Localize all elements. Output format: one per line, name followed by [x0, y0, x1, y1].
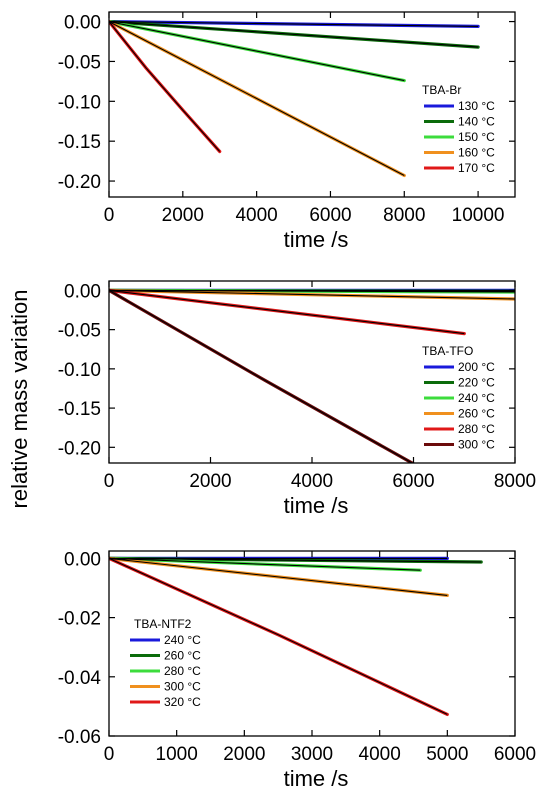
legend-title: TBA-Br: [422, 83, 461, 97]
fit-line-5: [109, 289, 465, 335]
x-tick-label: 1000: [156, 744, 198, 765]
x-tick-label: 4000: [235, 205, 277, 226]
x-tick-label: 3000: [291, 744, 333, 765]
plot-frame: [108, 11, 516, 198]
x-tick-label: 6000: [392, 471, 434, 492]
fit-line-2: [109, 21, 479, 48]
plot-frame: [108, 280, 516, 464]
legend-entry: 300 °C: [164, 680, 201, 694]
x-tick-label: 2000: [189, 471, 231, 492]
y-tick-label: 0.00: [64, 549, 101, 570]
legend-title: TBA-TFO: [422, 344, 473, 358]
x-tick-label: 2000: [223, 744, 265, 765]
x-axis-label: time /s: [284, 493, 349, 518]
y-tick-label: -0.15: [58, 132, 101, 153]
legend-entry: 220 °C: [458, 376, 495, 390]
fit-line-5: [109, 21, 221, 152]
legend-entry: 170 °C: [458, 161, 495, 175]
y-tick-label: -0.02: [58, 609, 101, 630]
legend-entry: 200 °C: [458, 360, 495, 374]
x-axis-label: time /s: [284, 227, 349, 252]
y-tick-label: -0.05: [58, 321, 101, 342]
shared-y-axis-label: relative mass variation: [7, 290, 32, 509]
fit-line-2: [109, 557, 482, 563]
legend-entry: 140 °C: [458, 115, 495, 129]
legend-entry: 320 °C: [164, 695, 201, 709]
fit-line-4: [109, 21, 405, 176]
fit-line-6: [109, 289, 414, 463]
chart-panel-3: 0 1000 2000 3000 4000 5000 6000 0.00 -0.02 -0.04 -…: [58, 549, 536, 791]
x-tick-label: 8000: [494, 471, 536, 492]
x-axis-label: time /s: [284, 766, 349, 791]
chart-panel-1: 0 2000 4000 6000 8000 10000 0.00 -0.05 -0.10 -0.1…: [58, 11, 516, 252]
legend-entry: 160 °C: [458, 146, 495, 160]
x-tick-label: 0: [104, 205, 115, 226]
y-tick-label: -0.20: [58, 438, 101, 459]
legend-entry: 280 °C: [458, 422, 495, 436]
fit-line-4: [109, 557, 448, 596]
y-tick-label: -0.15: [58, 399, 101, 420]
x-tick-label: 0: [104, 471, 115, 492]
legend-entry: 260 °C: [164, 649, 201, 663]
x-tick-label: 2000: [162, 205, 204, 226]
fit-line-5: [109, 557, 448, 715]
x-tick-label: 6000: [309, 205, 351, 226]
x-tick-label: 8000: [383, 205, 425, 226]
y-tick-label: -0.20: [58, 172, 101, 193]
legend-entry: 260 °C: [458, 407, 495, 421]
fit-line-3: [109, 557, 421, 571]
x-tick-label: 6000: [494, 744, 536, 765]
x-tick-label: 4000: [359, 744, 401, 765]
legend-entry: 300 °C: [458, 438, 495, 452]
y-tick-label: -0.10: [58, 360, 101, 381]
legend-entry: 150 °C: [458, 130, 495, 144]
x-tick-label: 0: [104, 744, 115, 765]
x-tick-label: 10000: [452, 205, 505, 226]
y-tick-label: -0.05: [58, 52, 101, 73]
fit-line-4: [109, 289, 515, 300]
legend-entry: 280 °C: [164, 664, 201, 678]
fit-line-3: [109, 21, 405, 82]
y-tick-label: 0.00: [64, 13, 101, 34]
legend-title: TBA-NTF2: [134, 617, 192, 631]
y-tick-label: -0.10: [58, 92, 101, 113]
legend-entry: 240 °C: [164, 633, 201, 647]
fit-line-1: [109, 21, 479, 27]
y-tick-label: 0.00: [64, 281, 101, 302]
y-tick-label: -0.06: [58, 727, 101, 748]
y-tick-label: -0.04: [58, 668, 102, 689]
x-tick-label: 4000: [291, 471, 333, 492]
legend-entry: 240 °C: [458, 391, 495, 405]
x-tick-label: 5000: [426, 744, 468, 765]
chart-panel-2: 0 2000 4000 6000 8000 0.00 -0.05 -0.10 -0.15 -0.2…: [58, 280, 536, 518]
legend-entry: 130 °C: [458, 99, 495, 113]
fit-line-3: [109, 289, 515, 293]
